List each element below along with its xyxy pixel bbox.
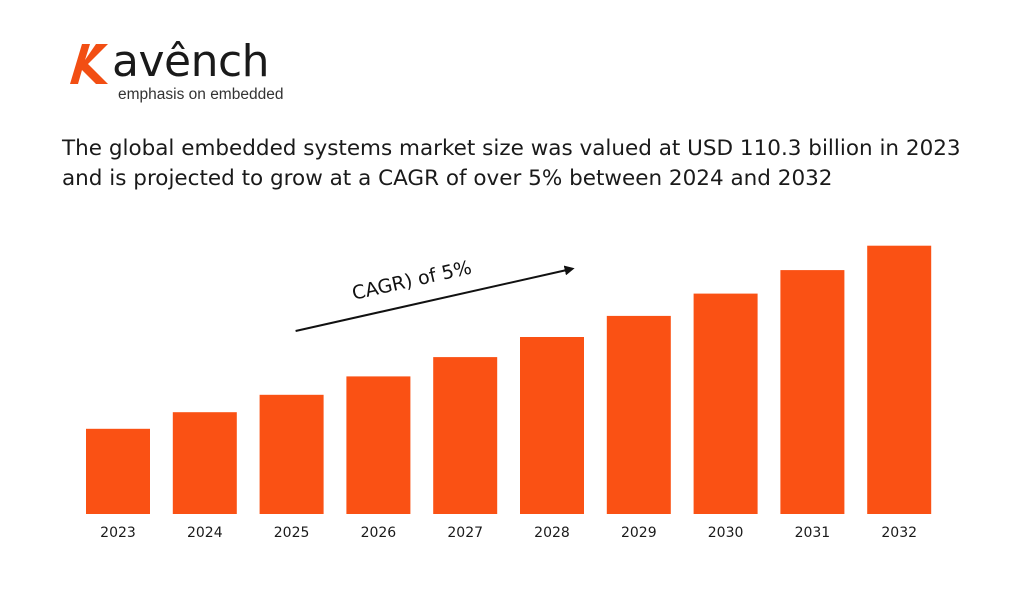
bar-2030 (693, 293, 758, 514)
x-tick-label-2024: 2024 (187, 525, 223, 541)
bar-2031 (780, 270, 845, 514)
bar-2026 (346, 376, 411, 514)
bar-2032 (867, 245, 932, 514)
bar-2025 (259, 394, 324, 514)
bar-2027 (433, 357, 498, 514)
logo-tagline: emphasis on embedded (118, 86, 284, 103)
x-tick-label-2029: 2029 (621, 525, 657, 541)
logo-wordmark: avênch (112, 36, 270, 87)
bar-2028 (520, 337, 584, 514)
x-tick-label-2023: 2023 (100, 525, 136, 541)
bars-layer (86, 245, 932, 514)
x-axis-labels: 2023 2024 2025 2026 2027 2028 2029 2030 2031 2032 (100, 525, 917, 541)
x-tick-label-2031: 2031 (795, 525, 831, 541)
cagr-annotation: CAGR) of 5% (295, 257, 575, 332)
x-tick-label-2028: 2028 (534, 525, 570, 541)
x-tick-label-2027: 2027 (447, 525, 483, 541)
x-tick-label-2030: 2030 (708, 525, 744, 541)
x-tick-label-2032: 2032 (881, 525, 917, 541)
x-tick-label-2026: 2026 (361, 525, 397, 541)
brand-logo: avênch emphasis on embedded (68, 34, 298, 106)
cagr-annotation-label: CAGR) of 5% (350, 257, 474, 305)
cagr-arrow (295, 265, 575, 332)
bar-2024 (172, 412, 237, 514)
x-tick-label-2025: 2025 (274, 525, 310, 541)
headline-text: The global embedded systems market size … (62, 136, 961, 191)
bar-2023 (86, 428, 150, 514)
bar-2029 (606, 315, 671, 514)
k-mark-icon (70, 44, 108, 84)
